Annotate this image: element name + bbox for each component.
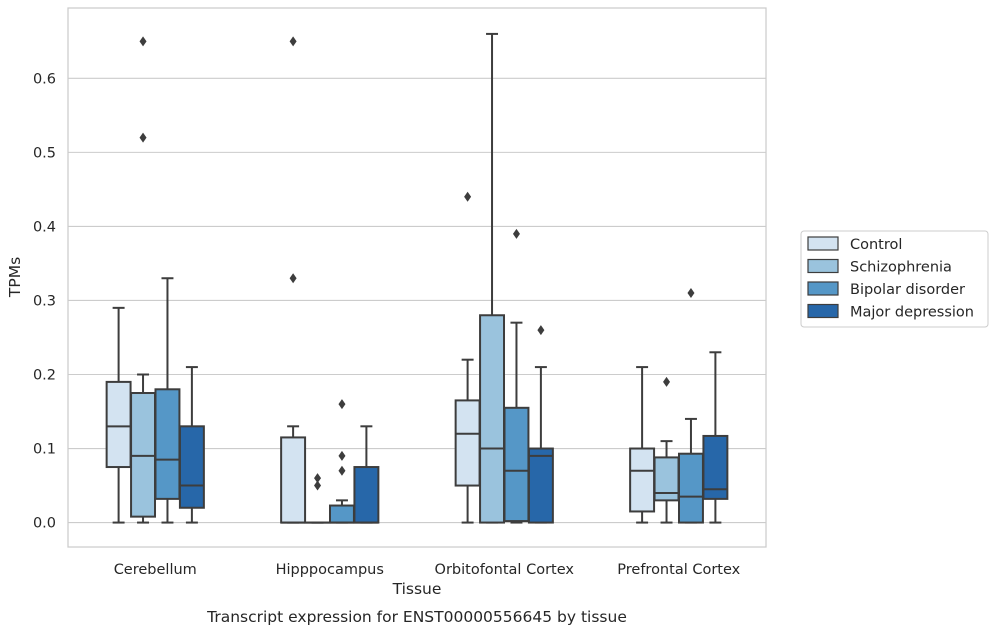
outlier-marker bbox=[338, 399, 346, 410]
legend-label: Major depression bbox=[850, 305, 974, 321]
iqr-box bbox=[677, 452, 704, 524]
iqr-box bbox=[280, 436, 307, 524]
x-tick-label: Hipppocampus bbox=[276, 562, 384, 578]
legend-label: Control bbox=[850, 237, 902, 253]
box-group bbox=[629, 366, 656, 524]
outlier-marker bbox=[314, 473, 322, 484]
x-tick-label: Prefrontal Cortex bbox=[617, 562, 740, 578]
outlier-marker bbox=[687, 288, 695, 299]
outlier-marker bbox=[464, 191, 472, 202]
outlier-marker bbox=[289, 36, 297, 47]
outlier-marker bbox=[289, 273, 297, 284]
iqr-box bbox=[479, 314, 506, 524]
outlier-marker bbox=[512, 228, 520, 239]
y-tick-label: 0.6 bbox=[33, 71, 56, 87]
x-axis-label: Tissue bbox=[392, 580, 442, 598]
iqr-box bbox=[105, 380, 132, 469]
y-tick-label: 0.5 bbox=[33, 145, 56, 161]
outlier-marker bbox=[314, 480, 322, 491]
y-tick-label: 0.0 bbox=[33, 516, 56, 532]
box-group bbox=[503, 228, 530, 524]
legend-label: Schizophrenia bbox=[850, 260, 952, 276]
box-group bbox=[154, 277, 181, 524]
box-group bbox=[280, 36, 307, 524]
outlier-marker bbox=[338, 450, 346, 461]
box-group bbox=[527, 325, 554, 524]
box-group bbox=[479, 32, 506, 524]
iqr-box bbox=[154, 388, 181, 500]
outlier-marker bbox=[338, 465, 346, 476]
outlier-marker bbox=[537, 325, 545, 336]
legend-swatch bbox=[807, 236, 839, 251]
iqr-box bbox=[328, 504, 355, 524]
legend-frame bbox=[800, 230, 989, 328]
box-group bbox=[328, 399, 355, 524]
y-axis-label: TPMs bbox=[6, 257, 24, 298]
iqr-box bbox=[629, 447, 656, 513]
box-group bbox=[454, 191, 481, 524]
y-tick-label: 0.4 bbox=[33, 219, 56, 235]
box-group bbox=[130, 36, 157, 524]
iqr-box bbox=[178, 425, 205, 509]
iqr-box bbox=[702, 434, 729, 500]
plot-frame bbox=[67, 7, 767, 548]
iqr-box bbox=[454, 399, 481, 487]
box-group bbox=[105, 306, 132, 524]
outlier-marker bbox=[139, 36, 147, 47]
legend-swatch bbox=[807, 258, 839, 274]
iqr-box bbox=[353, 466, 380, 524]
legend-label: Bipolar disorder bbox=[850, 282, 965, 298]
box-group bbox=[653, 376, 680, 524]
figure-caption: Transcript expression for ENST0000055664… bbox=[206, 608, 627, 626]
y-tick-label: 0.3 bbox=[33, 293, 56, 309]
outlier-marker bbox=[139, 132, 147, 143]
box-group bbox=[304, 473, 331, 524]
box-group bbox=[677, 288, 704, 524]
box-group bbox=[702, 351, 729, 524]
legend-swatch bbox=[807, 281, 839, 296]
iqr-box bbox=[130, 392, 157, 518]
y-tick-labels: 0.0 0.1 0.2 0.3 0.4 0.5 0.6 bbox=[33, 71, 56, 531]
box-series bbox=[105, 32, 729, 524]
box-group bbox=[353, 425, 380, 524]
x-tick-labels: Cerebellum Hipppocampus Orbitofontal Corte… bbox=[114, 562, 741, 578]
box-group bbox=[178, 366, 205, 524]
legend: Control Schizophrenia Bipolar disorder Majo… bbox=[800, 230, 989, 328]
x-tick-label: Cerebellum bbox=[114, 562, 197, 578]
iqr-box bbox=[503, 406, 530, 523]
x-tick-label: Orbitofontal Cortex bbox=[435, 562, 575, 578]
legend-swatch bbox=[807, 303, 839, 319]
y-tick-label: 0.1 bbox=[33, 442, 56, 458]
y-tick-label: 0.2 bbox=[33, 367, 56, 383]
iqr-box bbox=[527, 447, 554, 524]
outlier-marker bbox=[663, 376, 671, 387]
